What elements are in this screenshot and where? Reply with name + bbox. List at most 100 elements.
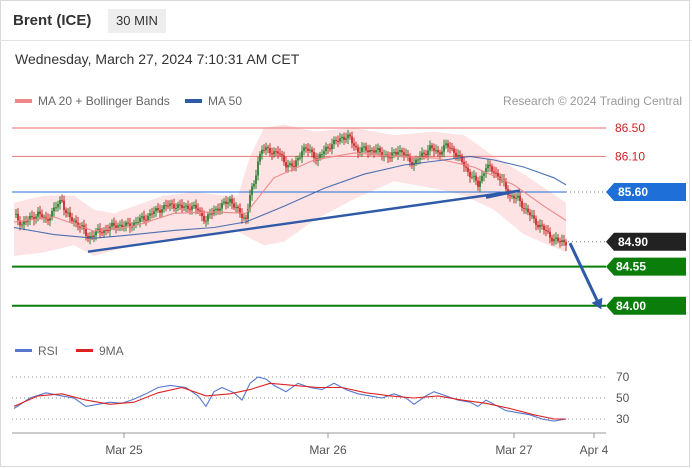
candle-body (53, 207, 55, 212)
candle-body (377, 148, 379, 151)
candle-body (231, 198, 233, 204)
candle-body (61, 200, 63, 202)
candle-body (359, 152, 361, 154)
candle-body (455, 152, 457, 157)
candle-body (337, 141, 339, 143)
support-1-label: 84.55 (616, 260, 646, 274)
candle-body (77, 222, 79, 227)
candle-body (107, 230, 109, 232)
candle-body (385, 154, 387, 156)
candle-body (187, 205, 189, 209)
candle-body (355, 145, 357, 148)
timeframe-badge[interactable]: 30 MIN (108, 9, 166, 33)
candle-body (95, 230, 97, 236)
candle-body (307, 148, 309, 151)
candle-body (237, 206, 239, 209)
candle-body (155, 208, 157, 212)
candle-body (551, 237, 553, 242)
candle-body (253, 183, 255, 187)
candle-body (403, 152, 405, 156)
candle-body (261, 149, 263, 154)
candle-body (101, 232, 103, 234)
candle-body (177, 204, 179, 208)
candle-body (433, 148, 435, 151)
candle-body (463, 161, 465, 167)
x-tick-label: Apr 4 (580, 443, 609, 457)
candle-body (39, 211, 41, 215)
candle-body (481, 175, 483, 182)
candle-body (183, 206, 185, 209)
candle-body (531, 215, 533, 217)
candle-body (405, 154, 407, 156)
candle-body (163, 205, 165, 210)
candle-body (305, 147, 307, 149)
candle-body (247, 208, 249, 219)
legend-ma50-label: MA 50 (208, 94, 243, 108)
support-1-tag (606, 257, 686, 276)
rsi-tick-70: 70 (616, 370, 630, 384)
candle-body (303, 147, 305, 152)
candle-body (255, 175, 257, 184)
candle-body (201, 211, 203, 216)
candle-body (249, 195, 251, 209)
candle-body (557, 237, 559, 242)
bollinger-band (14, 124, 566, 257)
projection-arrow-shaft (568, 242, 599, 301)
candle-body (423, 152, 425, 154)
candle-body (69, 212, 71, 218)
candle-body (425, 153, 427, 156)
candle-body (427, 150, 429, 156)
resistance-2-label: 86.50 (615, 121, 645, 135)
candle-body (97, 228, 99, 231)
candle-body (181, 204, 183, 209)
candle-body (171, 203, 173, 205)
header: Brent (ICE) 30 MIN (0, 0, 692, 40)
pivot-tag (606, 182, 686, 201)
candle-body (143, 216, 145, 220)
candle-body (223, 201, 225, 204)
candle-body (265, 147, 267, 151)
candle-body (37, 211, 39, 217)
candle-body (443, 145, 445, 152)
candle-body (195, 204, 197, 209)
candle-body (323, 151, 325, 155)
candle-body (369, 150, 371, 153)
candle-body (561, 240, 563, 242)
candle-body (173, 204, 175, 209)
candle-body (297, 158, 299, 161)
candle-body (327, 146, 329, 149)
candle-body (299, 157, 301, 159)
candle-body (527, 208, 529, 213)
candle-body (189, 208, 191, 210)
candle-body (219, 208, 221, 211)
candle-body (25, 221, 27, 223)
candle-body (321, 154, 323, 156)
candle-body (59, 200, 61, 205)
candle-body (119, 224, 121, 226)
candle-body (209, 213, 211, 215)
candle-body (449, 147, 451, 149)
candle-body (511, 195, 513, 197)
candle-body (165, 205, 167, 207)
candle-body (111, 222, 113, 227)
x-tick-label: Mar 25 (105, 443, 143, 457)
candle-body (525, 208, 527, 210)
candle-body (147, 215, 149, 221)
candle-body (409, 155, 411, 163)
candle-body (339, 138, 341, 142)
resistance-1-label: 86.10 (615, 149, 645, 163)
candle-body (521, 201, 523, 208)
candle-body (71, 217, 73, 222)
candle-body (33, 217, 35, 220)
candle-body (41, 214, 43, 218)
candle-body (227, 202, 229, 204)
candle-body (225, 201, 227, 204)
projection-arrow-head (591, 297, 603, 310)
candle-body (175, 207, 177, 209)
candle-body (211, 213, 213, 215)
candle-body (371, 150, 373, 152)
rsi-swatch (15, 349, 32, 353)
candle-body (169, 203, 171, 206)
candle-body (459, 155, 461, 157)
candle-body (117, 225, 119, 229)
